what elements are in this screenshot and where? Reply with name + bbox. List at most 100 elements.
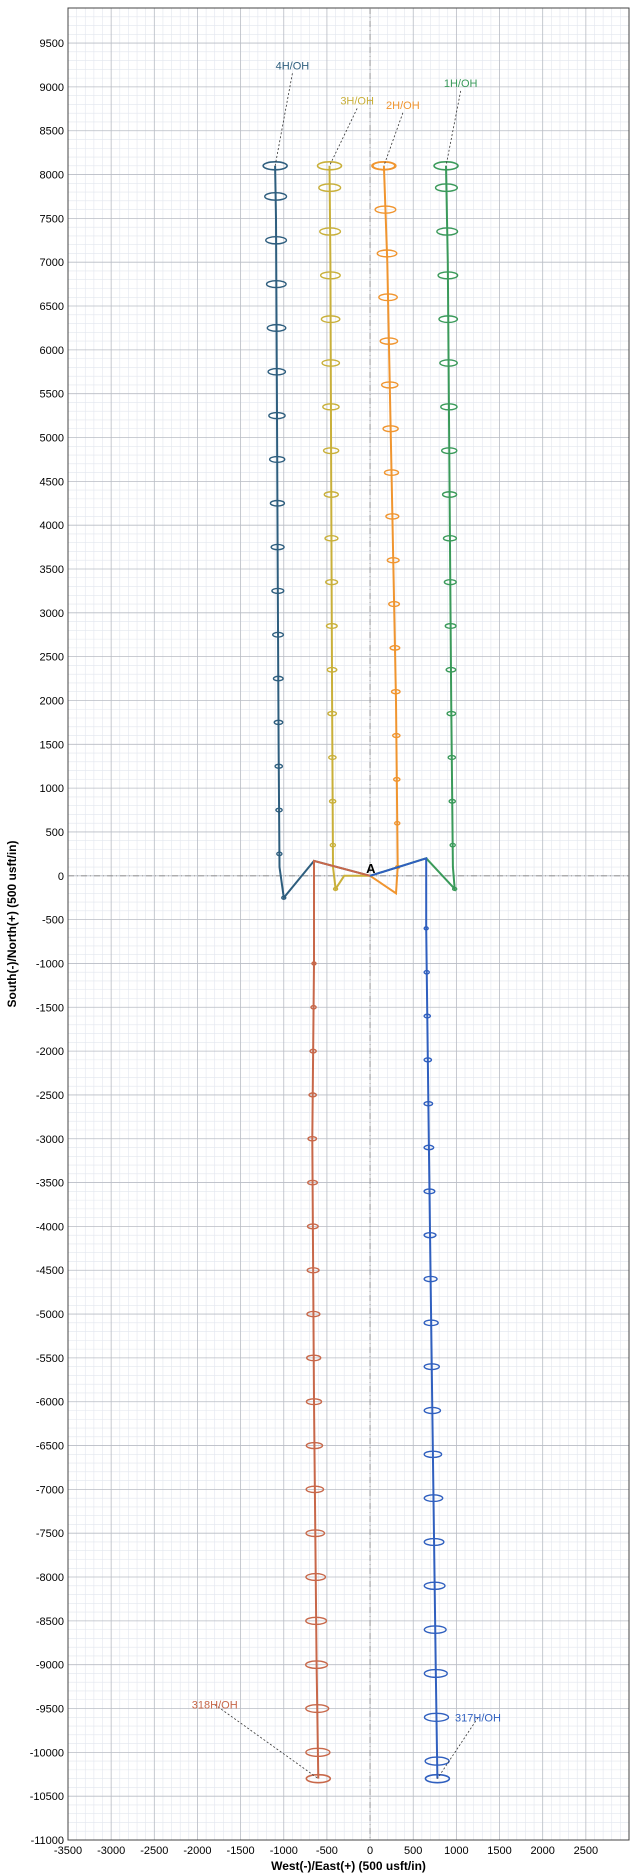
uncertainty-ellipse: [318, 183, 342, 193]
uncertainty-ellipse: [446, 710, 457, 717]
x-tick-label: -3500: [54, 1845, 82, 1857]
y-tick-label: 7000: [40, 257, 64, 269]
x-tick-label: -1000: [270, 1845, 298, 1857]
x-tick-label: -3000: [97, 1845, 125, 1857]
x-tick-label: -2000: [183, 1845, 211, 1857]
uncertainty-ellipse: [265, 236, 288, 245]
well-path-line: [328, 165, 371, 892]
y-tick-label: -4000: [36, 1221, 64, 1233]
uncertainty-ellipse: [325, 622, 338, 630]
y-tick-label: 6000: [40, 345, 64, 357]
uncertainty-ellipse: [423, 1319, 439, 1327]
y-tick-label: 3000: [40, 608, 64, 620]
uncertainty-ellipse: [305, 1485, 325, 1494]
end-ellipse: [262, 160, 288, 171]
uncertainty-ellipse: [423, 1188, 436, 1195]
uncertainty-ellipse: [423, 1494, 444, 1503]
uncertainty-ellipse: [380, 381, 399, 389]
uncertainty-ellipse: [378, 293, 398, 302]
uncertainty-ellipse: [423, 1100, 434, 1107]
y-tick-label: 4500: [40, 476, 64, 488]
uncertainty-ellipse: [319, 227, 342, 236]
uncertainty-ellipse: [309, 1048, 317, 1054]
x-tick-label: 2000: [530, 1845, 554, 1857]
uncertainty-ellipse: [448, 798, 457, 804]
uncertainty-ellipse: [386, 557, 400, 564]
uncertainty-ellipse: [274, 763, 284, 769]
uncertainty-ellipse: [376, 249, 398, 258]
end-ellipse: [305, 1773, 332, 1784]
uncertainty-ellipse: [423, 926, 429, 931]
uncertainty-ellipse: [270, 543, 285, 551]
uncertainty-ellipse: [423, 1057, 433, 1063]
uncertainty-ellipse: [392, 776, 401, 782]
y-tick-label: -2000: [36, 1046, 64, 1058]
uncertainty-ellipse: [328, 754, 337, 761]
uncertainty-ellipse: [385, 513, 400, 520]
uncertainty-ellipse: [393, 820, 401, 826]
uncertainty-ellipse: [273, 719, 284, 726]
y-tick-label: -3000: [36, 1134, 64, 1146]
uncertainty-ellipse: [310, 1004, 317, 1010]
uncertainty-ellipse: [272, 675, 284, 682]
y-tick-label: 500: [46, 827, 64, 839]
uncertainty-ellipse: [305, 1747, 331, 1758]
y-tick-label: -8000: [36, 1572, 64, 1584]
uncertainty-ellipse: [305, 1572, 327, 1582]
well-path-line: [274, 165, 371, 901]
label-leader-line: [445, 90, 462, 166]
uncertainty-ellipse: [322, 447, 340, 455]
uncertainty-ellipse: [438, 315, 459, 324]
y-tick-label: -5000: [36, 1309, 64, 1321]
well-path-line: [311, 859, 371, 1779]
y-tick-label: 5500: [40, 389, 64, 401]
y-tick-label: 9000: [40, 82, 64, 94]
x-tick-label: 1500: [487, 1845, 511, 1857]
uncertainty-ellipse: [305, 1354, 322, 1362]
label-leader-line: [437, 1717, 479, 1779]
y-tick-label: 8500: [40, 126, 64, 138]
well-label: 4H/OH: [276, 60, 310, 72]
uncertainty-ellipse: [305, 1616, 328, 1626]
uncertainty-ellipse: [423, 1275, 438, 1283]
uncertainty-ellipse: [423, 1363, 441, 1371]
uncertainty-ellipse: [323, 491, 339, 498]
uncertainty-ellipse: [388, 601, 401, 608]
uncertainty-ellipse: [382, 425, 399, 433]
uncertainty-ellipse: [423, 1537, 445, 1547]
uncertainty-ellipse: [423, 1668, 448, 1679]
grid-minor-lines: [68, 7, 629, 1840]
uncertainty-ellipse: [307, 1179, 319, 1186]
uncertainty-ellipse: [442, 535, 458, 542]
x-tick-label: 1000: [444, 1845, 468, 1857]
uncertainty-ellipse: [305, 1529, 326, 1538]
y-tick-label: -9500: [36, 1704, 64, 1716]
y-tick-label: -500: [42, 915, 64, 927]
well-path-line: [369, 165, 399, 896]
uncertainty-ellipse: [390, 688, 401, 695]
y-tick-label: -6000: [36, 1397, 64, 1409]
label-leader-line: [214, 1704, 319, 1779]
uncertainty-ellipse: [311, 961, 317, 966]
uncertainty-ellipse: [374, 205, 397, 214]
uncertainty-ellipse: [319, 271, 341, 280]
y-tick-label: 2500: [40, 652, 64, 664]
y-tick-label: -1500: [36, 1002, 64, 1014]
uncertainty-ellipse: [281, 895, 287, 900]
uncertainty-ellipse: [324, 535, 339, 542]
uncertainty-ellipse: [325, 578, 339, 586]
uncertainty-ellipse: [423, 969, 430, 975]
uncertainty-ellipse: [379, 337, 399, 345]
uncertainty-ellipse: [307, 1136, 318, 1142]
uncertainty-ellipse: [326, 666, 338, 673]
axes: [67, 7, 630, 1841]
y-tick-label: -8500: [36, 1616, 64, 1628]
uncertainty-ellipse: [305, 1703, 330, 1714]
well-labels: 4H/OH 3H/OH 2H/OH 1H/OH 318H/OH 317H/OH: [192, 60, 501, 1779]
y-tick-label: 6500: [40, 301, 64, 313]
uncertainty-ellipse: [304, 1660, 329, 1670]
y-tick-label: 2000: [40, 695, 64, 707]
uncertainty-ellipse: [305, 1398, 323, 1406]
y-tick-label: -2500: [36, 1090, 64, 1102]
